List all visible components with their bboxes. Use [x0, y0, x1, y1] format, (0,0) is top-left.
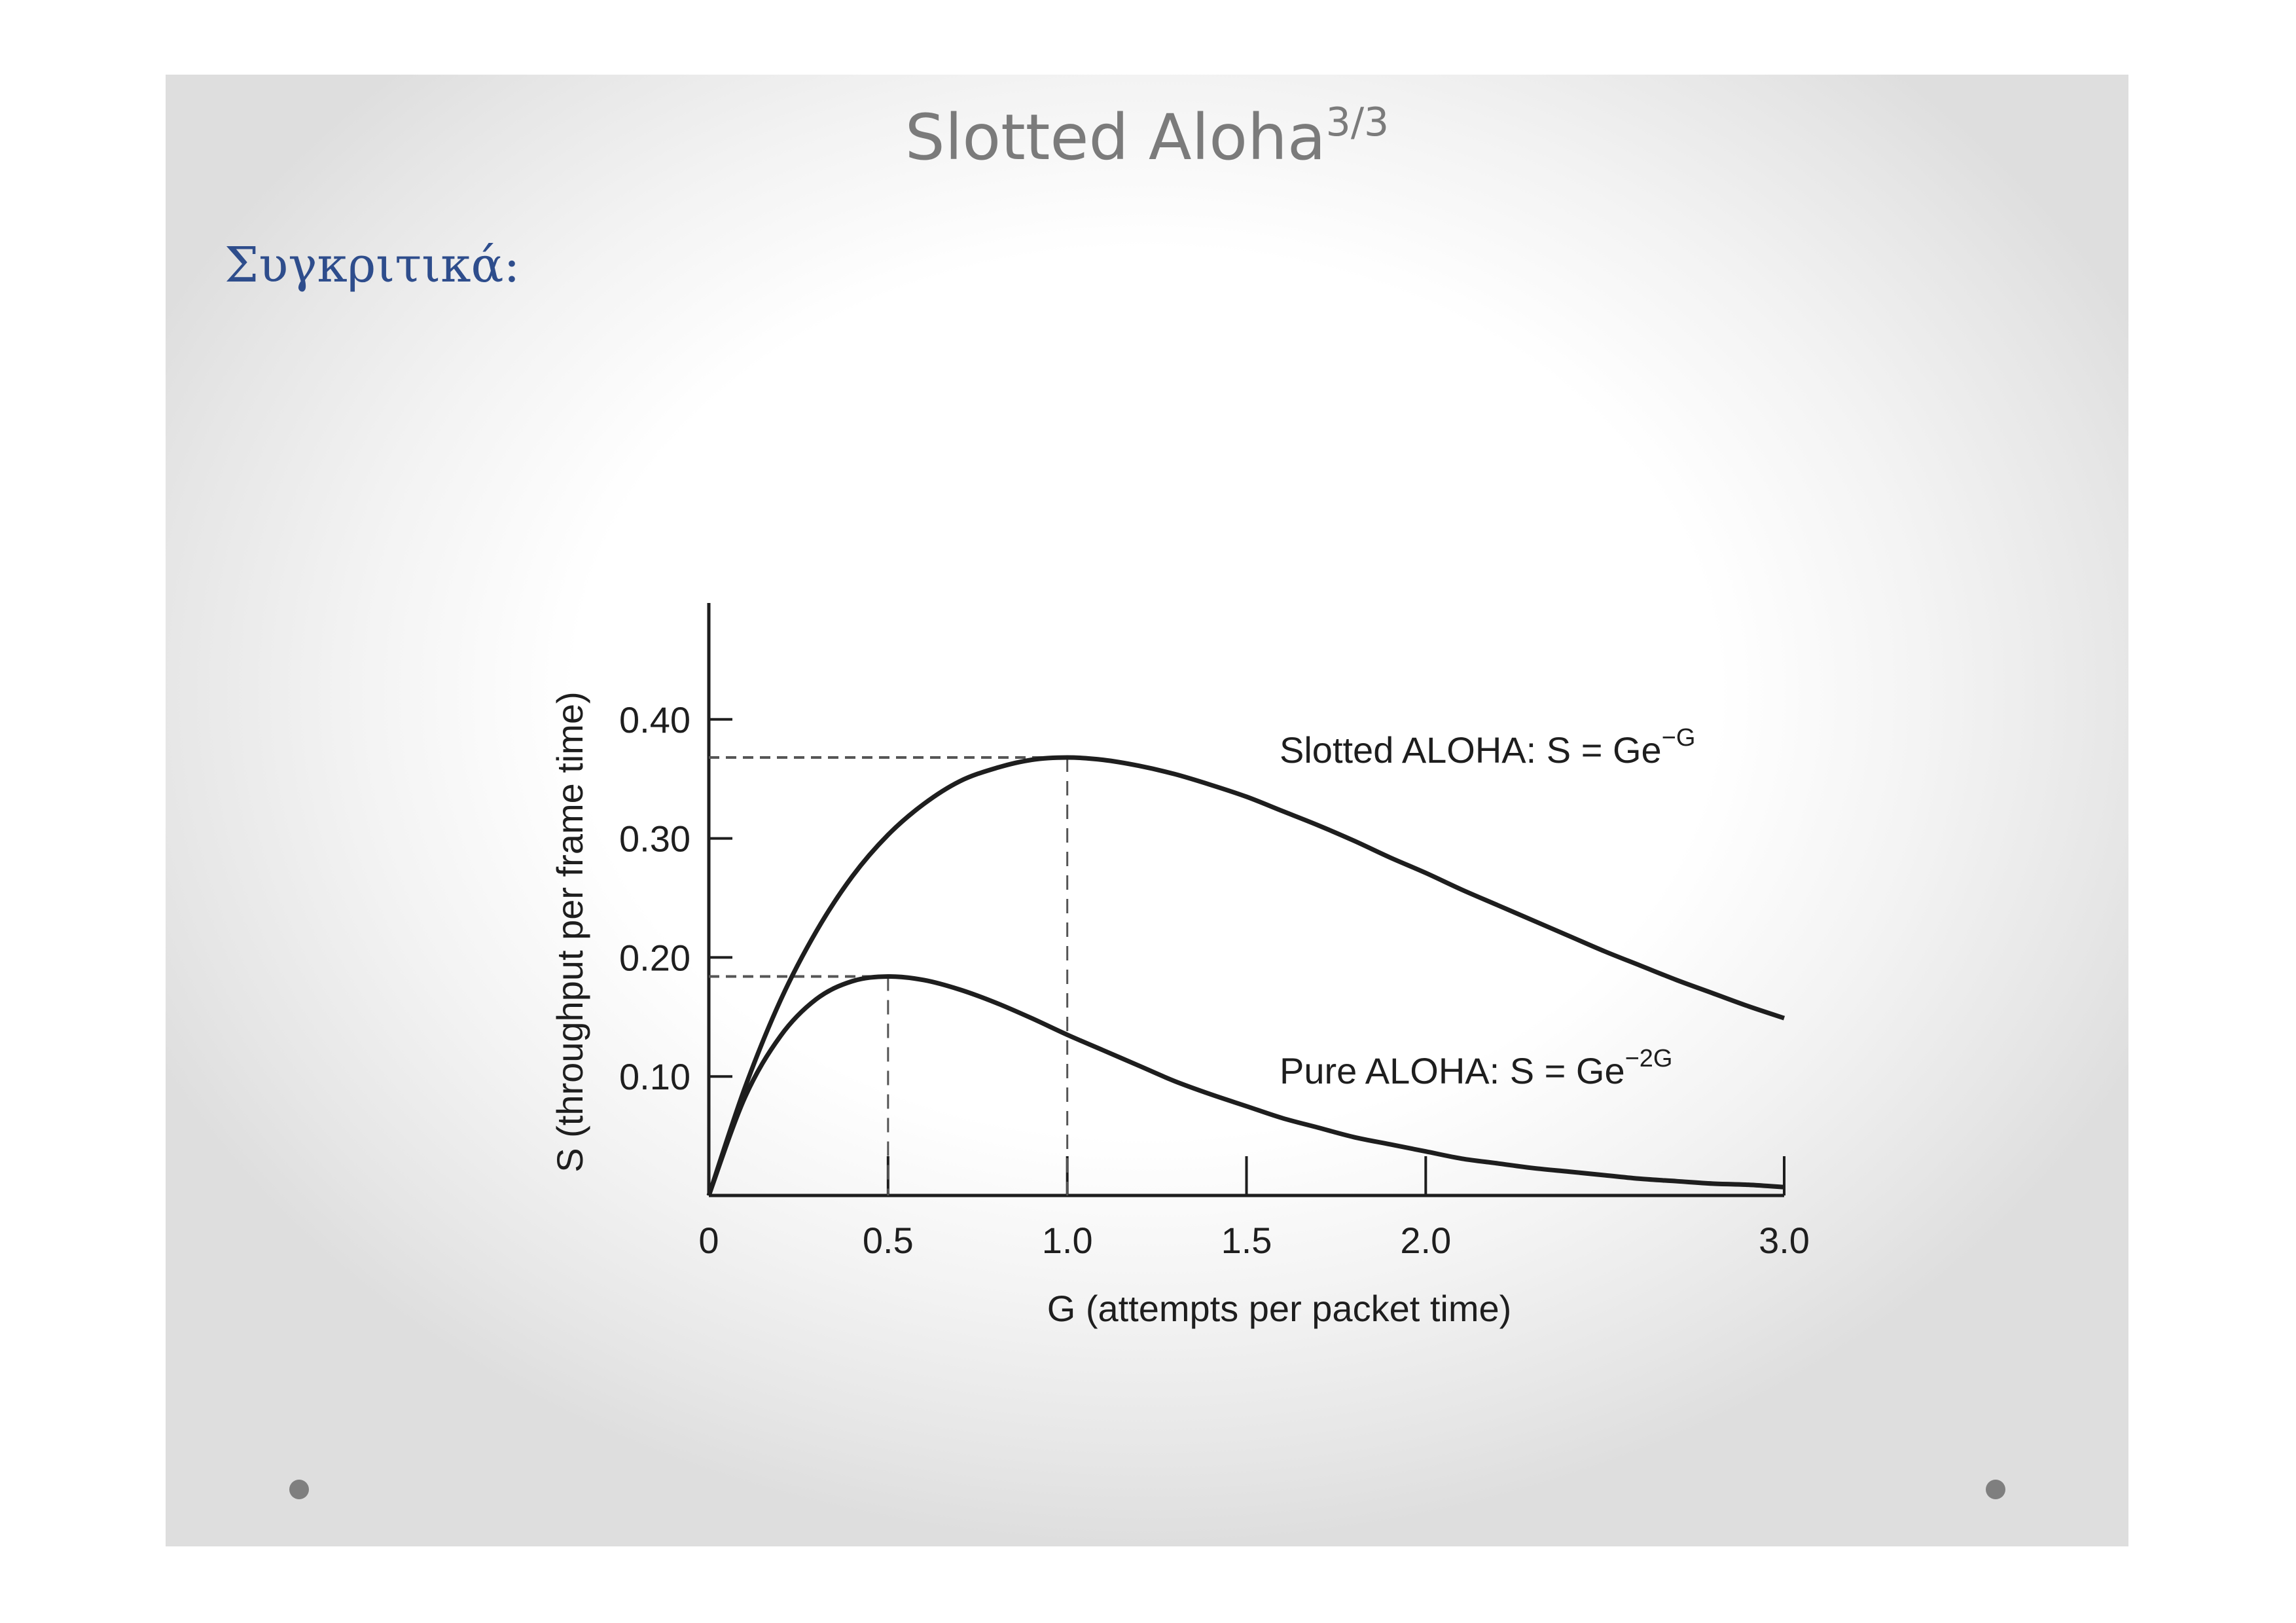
y-tick-label: 0.10: [619, 1056, 691, 1097]
y-tick-label: 0.20: [619, 937, 691, 978]
series-label-exponent: −2G: [1625, 1045, 1673, 1072]
slide-background: Slotted Aloha3/3 Συγκριτικά:: [166, 75, 2128, 1546]
x-tick-label: 0: [698, 1220, 719, 1261]
series-line-slotted-aloha: [706, 755, 1785, 1197]
slide-title-superscript: 3/3: [1325, 100, 1390, 145]
x-tick-label: 2.0: [1400, 1220, 1451, 1261]
y-tick-label: 0.30: [619, 818, 691, 860]
slide-subtitle: Συγκριτικά:: [224, 237, 520, 293]
series-line-pure-aloha: [706, 974, 1785, 1197]
x-tick-label: 1.5: [1221, 1220, 1272, 1261]
x-tick-label: 0.5: [863, 1220, 914, 1261]
x-axis-title: G (attempts per packet time): [1047, 1288, 1512, 1329]
series-label-exponent: −G: [1662, 724, 1696, 752]
series-label-pure-aloha: Pure ALOHA: S = Ge−2G: [1280, 1045, 1673, 1091]
series-label-slotted-aloha: Slotted ALOHA: S = Ge−G: [1280, 724, 1695, 771]
chart-plot-area: 0.10 0.20 0.30 0.40 0 0.5 1.0 1.5 2.0 3.0 G (attem…: [549, 603, 1810, 1329]
bullet-dot-right: [1986, 1480, 2005, 1499]
y-tick-label: 0.40: [619, 699, 691, 740]
slide-title: Slotted Aloha3/3: [166, 101, 2128, 174]
bullet-dot-left: [289, 1480, 309, 1499]
x-tick-label: 1.0: [1042, 1220, 1093, 1261]
slide-title-text: Slotted Aloha: [905, 101, 1326, 174]
y-axis-title: S (throughput per frame time): [549, 691, 590, 1173]
x-tick-label: 3.0: [1759, 1220, 1810, 1261]
